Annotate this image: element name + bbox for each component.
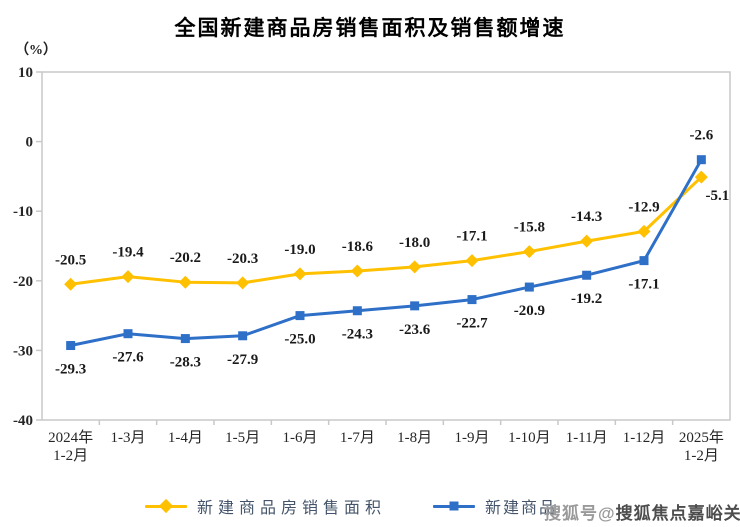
x-category-label: 1-7月	[340, 430, 375, 446]
data-point-marker	[580, 234, 594, 248]
data-label: -17.1	[628, 277, 659, 293]
data-label: -17.1	[456, 229, 487, 245]
data-label: -2.6	[689, 128, 713, 144]
yellow-series-line-icon	[145, 498, 187, 514]
data-point-marker	[694, 170, 708, 184]
data-point-marker	[522, 245, 536, 259]
data-label: -27.9	[227, 352, 258, 368]
y-tick-label: -30	[13, 343, 33, 359]
data-label: -18.6	[342, 239, 374, 255]
y-tick-label: 0	[26, 135, 34, 151]
legend-item-sales-amount: 新建商品	[433, 496, 558, 517]
data-point-marker	[467, 295, 477, 305]
data-label: -22.7	[456, 316, 488, 332]
data-label: -20.5	[55, 252, 86, 268]
data-point-marker	[524, 282, 534, 292]
data-label: -12.9	[628, 199, 659, 215]
chart-title: 全国新建商品房销售面积及销售额增速	[174, 17, 566, 40]
watermark-name: 搜狐焦点嘉峪关站	[615, 504, 740, 523]
data-point-marker	[639, 256, 649, 266]
data-label: -15.8	[514, 220, 545, 236]
y-axis-unit-label: （%）	[15, 43, 57, 58]
data-label: -5.1	[705, 188, 729, 204]
data-point-marker	[465, 254, 479, 268]
data-label: -23.6	[399, 322, 431, 338]
x-category-label: 2024年 1-2月	[48, 429, 93, 464]
data-label: -20.2	[170, 250, 201, 266]
series-line-1	[69, 158, 703, 348]
data-point-marker	[637, 224, 651, 238]
data-point-marker	[238, 331, 248, 341]
data-label: -20.3	[227, 251, 258, 267]
data-point-marker	[123, 329, 133, 339]
x-category-label: 2025年 1-2月	[679, 429, 724, 464]
data-point-marker	[178, 275, 192, 289]
data-point-marker	[696, 155, 706, 165]
x-category-label: 1-3月	[111, 430, 146, 446]
x-category-label: 1-4月	[168, 430, 203, 446]
data-point-marker	[180, 334, 190, 344]
data-point-marker	[582, 270, 592, 280]
y-tick-label: -20	[13, 274, 33, 290]
data-label: -28.3	[170, 355, 201, 371]
data-point-marker	[121, 270, 135, 284]
data-point-marker	[66, 341, 76, 351]
blue-series-line-icon	[433, 501, 475, 511]
data-label: -19.4	[112, 245, 144, 261]
data-point-marker	[350, 264, 364, 278]
x-category-label: 1-11月	[566, 430, 608, 446]
x-category-label: 1-10月	[508, 430, 551, 446]
data-point-marker	[408, 260, 422, 274]
data-label: -18.0	[399, 235, 430, 251]
legend-item-sales-area: 新建商品房销售面积	[145, 496, 387, 517]
data-label: -25.0	[284, 332, 315, 348]
plot-border	[41, 71, 731, 421]
data-label: -19.2	[571, 291, 602, 307]
data-label: -24.3	[342, 327, 373, 343]
data-label: -20.9	[514, 303, 545, 319]
diamond-marker-icon	[158, 498, 174, 514]
x-category-label: 1-9月	[455, 430, 490, 446]
data-label: -29.3	[55, 362, 86, 378]
watermark-prefix: 搜狐号@	[544, 504, 616, 523]
legend-label-sales-amount: 新建商品	[485, 500, 558, 517]
x-category-label: 1-6月	[283, 430, 318, 446]
x-category-label: 1-12月	[623, 430, 666, 446]
legend-label-sales-area: 新建商品房销售面积	[197, 500, 387, 517]
data-point-marker	[293, 267, 307, 281]
y-tick-label: 10	[18, 65, 33, 81]
y-tick-label: -10	[13, 204, 33, 220]
square-marker-icon	[449, 501, 459, 511]
data-point-marker	[352, 306, 362, 316]
data-label: -14.3	[571, 209, 602, 225]
watermark: 搜狐号@搜狐焦点嘉峪关站	[544, 499, 740, 524]
y-tick-label: -40	[13, 413, 33, 429]
x-category-label: 1-8月	[397, 430, 432, 446]
data-label: -19.0	[284, 242, 315, 258]
data-point-marker	[410, 301, 420, 311]
x-category-label: 1-5月	[225, 430, 260, 446]
data-label: -27.6	[112, 350, 144, 366]
data-point-marker	[236, 276, 250, 290]
data-point-marker	[64, 277, 78, 291]
series-line-0	[69, 175, 703, 286]
data-point-marker	[295, 311, 305, 321]
